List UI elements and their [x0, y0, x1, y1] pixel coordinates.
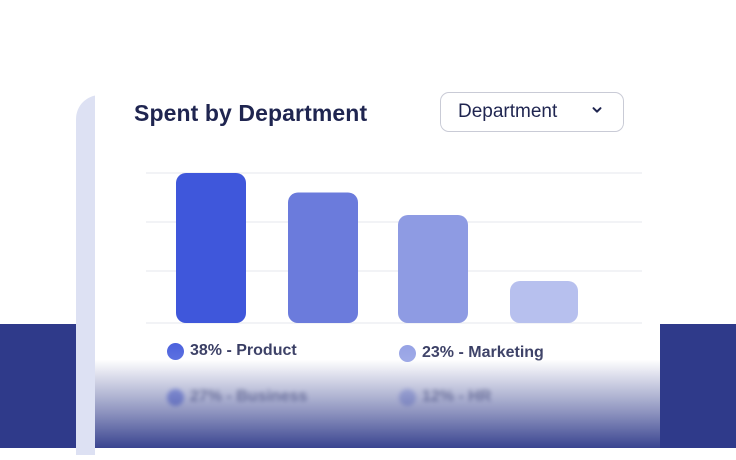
legend-label: 27% - Business — [190, 388, 308, 405]
chart-title: Spent by Department — [134, 100, 368, 126]
legend-label: 12% - HR — [422, 388, 492, 405]
bar-business — [398, 215, 468, 323]
legend-item-hr: 12% - HR — [399, 388, 491, 406]
legend-dot — [399, 344, 416, 362]
legend-dot — [167, 388, 184, 406]
bar-marketing — [288, 192, 358, 323]
chevron-down-icon — [592, 107, 602, 113]
dropdown-label: Department — [458, 101, 558, 122]
legend-label: 38% - Product — [190, 342, 297, 359]
legend-label: 23% - Marketing — [422, 344, 544, 361]
bar-chart — [146, 172, 642, 324]
legend-item-business: 27% - Business — [167, 388, 307, 406]
legend-dot — [167, 342, 184, 360]
bar-hr — [510, 281, 578, 323]
bar-product — [176, 173, 246, 323]
legend-item-marketing: 23% - Marketing — [399, 344, 544, 362]
department-dropdown[interactable]: Department — [440, 92, 624, 132]
legend-item-product: 38% - Product — [167, 342, 297, 360]
legend-dot — [399, 388, 416, 406]
